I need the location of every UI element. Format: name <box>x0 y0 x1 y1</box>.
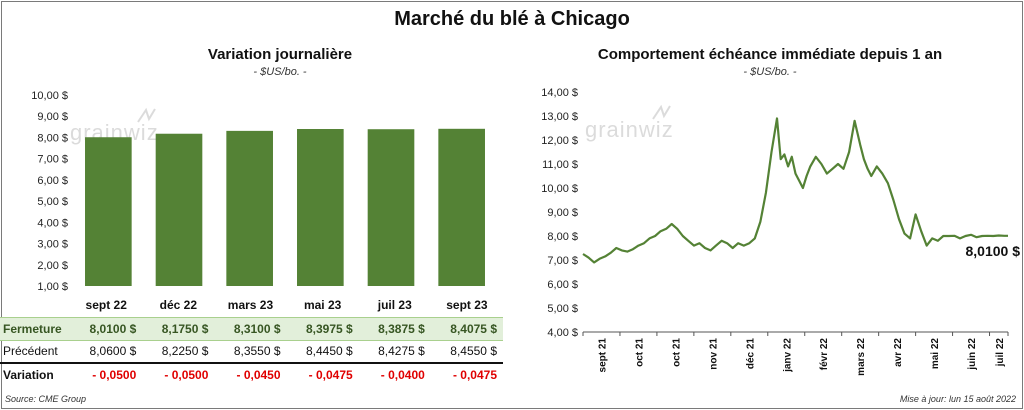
y-tick-label: 6,00 $ <box>547 279 578 291</box>
contract-header: sept 22 <box>85 297 127 312</box>
bar <box>367 129 415 286</box>
y-tick-label: 10,00 $ <box>31 90 68 102</box>
closing-value: 8,3875 $ <box>358 316 431 341</box>
bar <box>297 129 344 286</box>
variation-value: - 0,0400 <box>380 368 425 382</box>
previous-value: 8,2250 $ <box>142 340 215 364</box>
previous-value: 8,4550 $ <box>430 340 503 364</box>
previous-value: 8,4450 $ <box>286 340 359 364</box>
row-label: Précédent <box>0 340 71 364</box>
y-tick-label: 13,00 $ <box>541 111 578 123</box>
y-tick-label: 11,00 $ <box>542 159 578 171</box>
y-tick-label: 7,00 $ <box>547 255 578 267</box>
bar-chart-unit: - $US/bo. - <box>253 66 307 78</box>
closing-value: 8,3975 $ <box>286 316 359 341</box>
source-note: Source: CME Group <box>5 394 87 404</box>
contract-header: mai 23 <box>303 297 342 312</box>
price-table: sept 22 déc 22 mars 23 mai 23 juil 23 se… <box>0 293 503 386</box>
x-tick-label: avr 22 <box>893 338 904 367</box>
contract-header: mars 23 <box>227 297 274 312</box>
contract-header: sept 23 <box>446 297 488 312</box>
y-tick-label: 1,00 $ <box>37 281 68 293</box>
watermark-text: grainwiz <box>585 117 674 142</box>
x-tick-label: oct 21 <box>671 338 682 367</box>
variation-value: - 0,0475 <box>452 368 497 382</box>
line-chart: 4,00 $ 5,00 $ 6,00 $ 7,00 $ 8,00 $ 9,00 $ 10,0… <box>541 87 1021 376</box>
bar <box>85 137 132 286</box>
x-tick-label: févr 22 <box>819 338 830 371</box>
last-value-label: 8,0100 $ <box>966 243 1021 259</box>
closing-value: 8,3100 $ <box>214 316 287 341</box>
y-tick-label: 8,00 $ <box>547 231 578 243</box>
y-tick-label: 14,00 $ <box>541 87 578 99</box>
closing-value: 8,1750 $ <box>142 316 215 341</box>
grainwiz-watermark: grainwiz <box>585 104 674 142</box>
y-tick-label: 6,00 $ <box>37 175 68 187</box>
x-tick-label: juin 22 <box>967 338 978 371</box>
line-chart-unit: - $US/bo. - <box>743 66 797 78</box>
variation-value: - 0,0500 <box>164 368 209 382</box>
watermark-wheat-mark <box>137 107 156 123</box>
y-tick-label: 9,00 $ <box>37 111 68 123</box>
x-tick-label: déc 21 <box>745 338 756 370</box>
bar <box>155 133 203 286</box>
x-tick-label: janv 22 <box>782 338 793 373</box>
row-label: Fermeture <box>0 316 71 341</box>
x-tick-label: nov 21 <box>708 338 719 370</box>
y-tick-label: 3,00 $ <box>37 239 68 251</box>
variation-row: Variation - 0,0500 - 0,0500 - 0,0450 - 0… <box>0 363 503 386</box>
y-tick-label: 9,00 $ <box>547 207 578 219</box>
y-tick-label: 4,00 $ <box>37 217 68 229</box>
contract-header-row: sept 22 déc 22 mars 23 mai 23 juil 23 se… <box>0 293 503 317</box>
variation-value: - 0,0500 <box>92 368 137 382</box>
watermark-wheat-mark <box>652 104 671 120</box>
line-chart-title: Comportement échéance immédiate depuis 1… <box>597 46 943 63</box>
closing-row: Fermeture 8,0100 $ 8,1750 $ 8,3100 $ 8,3… <box>0 316 503 341</box>
y-tick-label: 10,00 $ <box>541 183 578 195</box>
previous-value: 8,4275 $ <box>358 340 431 364</box>
contract-header: déc 22 <box>159 297 198 312</box>
bar <box>226 130 273 286</box>
y-tick-label: 2,00 $ <box>37 260 68 272</box>
price-series-line <box>582 117 1008 264</box>
contract-header: juil 23 <box>377 297 412 312</box>
previous-row: Précédent 8,0600 $ 8,2250 $ 8,3550 $ 8,4… <box>0 340 503 364</box>
y-tick-label: 5,00 $ <box>547 303 578 315</box>
row-label: Variation <box>3 368 54 382</box>
header-corner <box>0 293 70 317</box>
bar-chart: 1,00 $ 2,00 $ 3,00 $ 4,00 $ 5,00 $ 6,00 $ 7,00… <box>31 90 485 293</box>
closing-value: 8,0100 $ <box>70 316 143 341</box>
x-tick-label: mars 22 <box>856 338 867 376</box>
x-tick-label: mai 22 <box>930 338 941 370</box>
main-title: Marché du blé à Chicago <box>394 8 630 30</box>
bar <box>438 128 485 286</box>
bar-chart-title: Variation journalière <box>207 46 353 63</box>
y-tick-label: 4,00 $ <box>547 327 578 339</box>
closing-value: 8,4075 $ <box>430 316 503 341</box>
y-tick-label: 12,00 $ <box>541 135 578 147</box>
x-tick-label: juil 22 <box>995 338 1006 368</box>
x-tick-label: oct 21 <box>634 338 645 367</box>
y-tick-label: 5,00 $ <box>37 196 68 208</box>
update-date: Mise à jour: lun 15 août 2022 <box>899 394 1016 404</box>
variation-value: - 0,0450 <box>236 368 281 382</box>
variation-value: - 0,0475 <box>308 368 353 382</box>
previous-value: 8,3550 $ <box>214 340 287 364</box>
x-tick-label: sept 21 <box>597 338 608 373</box>
y-tick-label: 7,00 $ <box>37 154 68 166</box>
previous-value: 8,0600 $ <box>70 340 143 364</box>
y-tick-label: 8,00 $ <box>37 132 68 144</box>
